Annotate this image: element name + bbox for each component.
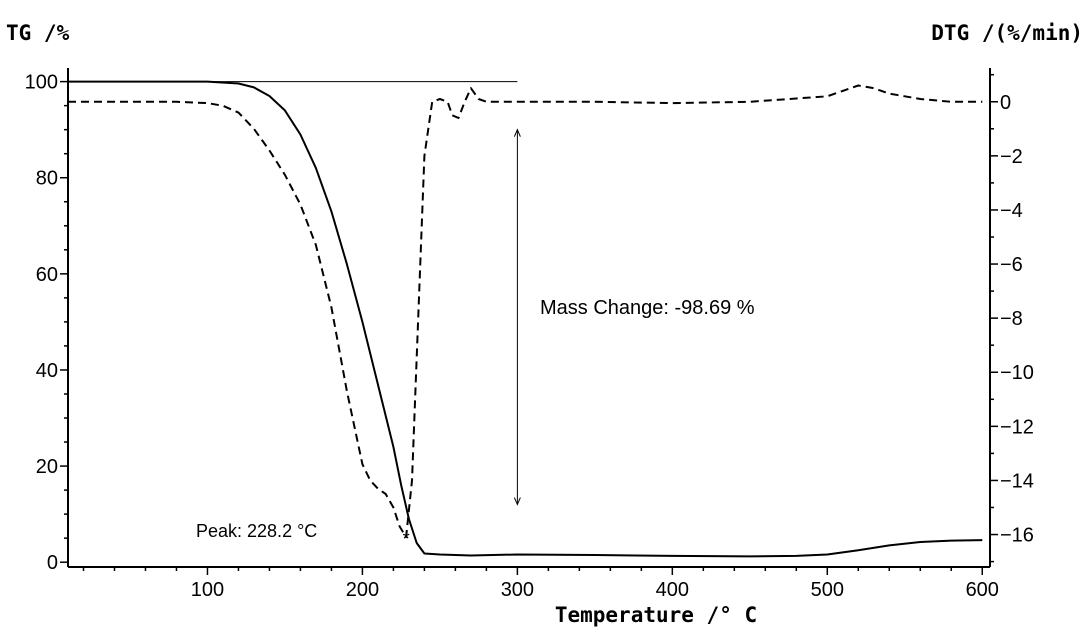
arrow-head-top <box>513 128 521 137</box>
peak-label: Peak: 228.2 °C <box>196 521 317 541</box>
y-right-title: DTG /(%/min) <box>931 21 1083 45</box>
y-right-tick-label: −14 <box>1000 470 1034 492</box>
y-right-tick-label: −12 <box>1000 416 1034 438</box>
peak-marker: * <box>403 529 410 549</box>
x-tick-label: 100 <box>191 579 224 601</box>
dtg-curve <box>68 84 983 539</box>
mass-change-label: Mass Change: -98.69 % <box>540 297 755 319</box>
y-left-tick-label: 100 <box>25 72 58 94</box>
axes: 100 200 300 400 500 600 0 20 40 60 80 100 0 −2 −4 −6 −8 −… <box>25 68 1034 601</box>
y-left-tick-label: 20 <box>36 456 58 478</box>
x-tick-label: 500 <box>811 579 844 601</box>
x-axis-title: Temperature /° C <box>555 603 757 627</box>
y-right-tick-label: −10 <box>1000 362 1034 384</box>
x-tick-label: 400 <box>656 579 689 601</box>
x-tick-label: 300 <box>501 579 534 601</box>
y-right-tick-label: −2 <box>1000 146 1023 168</box>
y-left-tick-label: 40 <box>36 360 58 382</box>
arrow-head-bottom <box>513 497 521 506</box>
y-right-tick-label: −4 <box>1000 200 1023 222</box>
annotations: Mass Change: -98.69 % Peak: 228.2 °C * <box>68 81 755 556</box>
y-right-tick-label: −6 <box>1000 254 1023 276</box>
series-layer <box>68 80 983 558</box>
x-tick-label: 600 <box>966 579 999 601</box>
y-right-tick-label: 0 <box>1000 92 1011 114</box>
y-left-tick-label: 80 <box>36 168 58 190</box>
y-left-tick-label: 60 <box>36 264 58 286</box>
tg-curve <box>68 80 983 558</box>
y-left-title: TG /% <box>6 21 70 45</box>
x-tick-label: 200 <box>346 579 379 601</box>
y-right-tick-label: −16 <box>1000 525 1034 547</box>
y-right-tick-label: −8 <box>1000 308 1023 330</box>
y-left-tick-label: 0 <box>47 552 58 574</box>
